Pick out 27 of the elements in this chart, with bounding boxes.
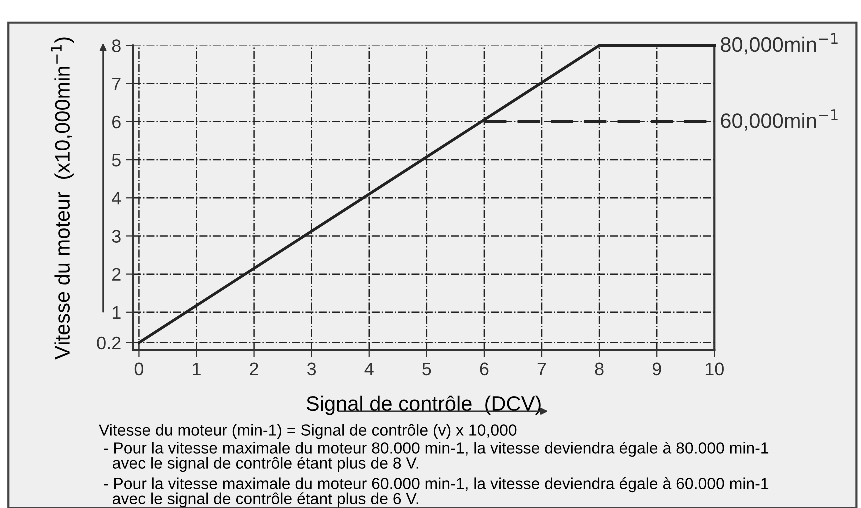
text: - Pour la vitesse maximale du moteur 80.000 min-1, la vitesse deviendra égale à 80.000 min-1 avec le signal de contrôle étant plus de 8 V.	[104, 442, 769, 472]
text: Vitesse du moteur (min-1) = Signal de contrôle (v) x 10,000	[99, 424, 517, 440]
y-tick-label: 5	[112, 154, 121, 167]
x-tick-label: 10	[706, 362, 724, 376]
x-tick-label: 5	[422, 362, 432, 376]
y-tick-label: 0.2	[97, 336, 121, 350]
text: - Pour la vitesse maximale du moteur 60.000 min-1, la vitesse deviendra égale à 60.000 min-1 avec le signal de contrôle étant plus de 6 V.	[104, 478, 769, 508]
x-tick-label: 9	[652, 362, 662, 376]
x-tick-label: 8	[595, 362, 604, 376]
annotation: 60,000min$^{−1}$	[721, 110, 838, 131]
x-tick-label: 0	[134, 362, 144, 376]
y-tick-label: 2	[112, 268, 121, 281]
y-tick-label: 4	[112, 192, 122, 205]
y-tick-label: 1	[112, 306, 121, 319]
x-tick-label: 1	[193, 362, 201, 376]
y-tick-label: 3	[112, 230, 121, 243]
x-tick-label: 3	[308, 362, 316, 376]
x-tick-label: 2	[250, 362, 258, 376]
x-tick-label: 4	[364, 362, 374, 376]
y-axis-title: Vitesse du moteur (x10,000min$^{−1}$)	[51, 38, 74, 360]
annotation: 80,000min$^{−1}$	[721, 33, 838, 55]
y-tick-label: 7	[112, 78, 121, 90]
y-tick-label: 8	[112, 40, 121, 52]
x-axis-title: Signal de contrôle (DCV)	[306, 396, 541, 416]
y-tick-label: 6	[112, 116, 121, 129]
x-tick-label: 7	[538, 362, 546, 376]
x-tick-label: 6	[480, 362, 489, 376]
